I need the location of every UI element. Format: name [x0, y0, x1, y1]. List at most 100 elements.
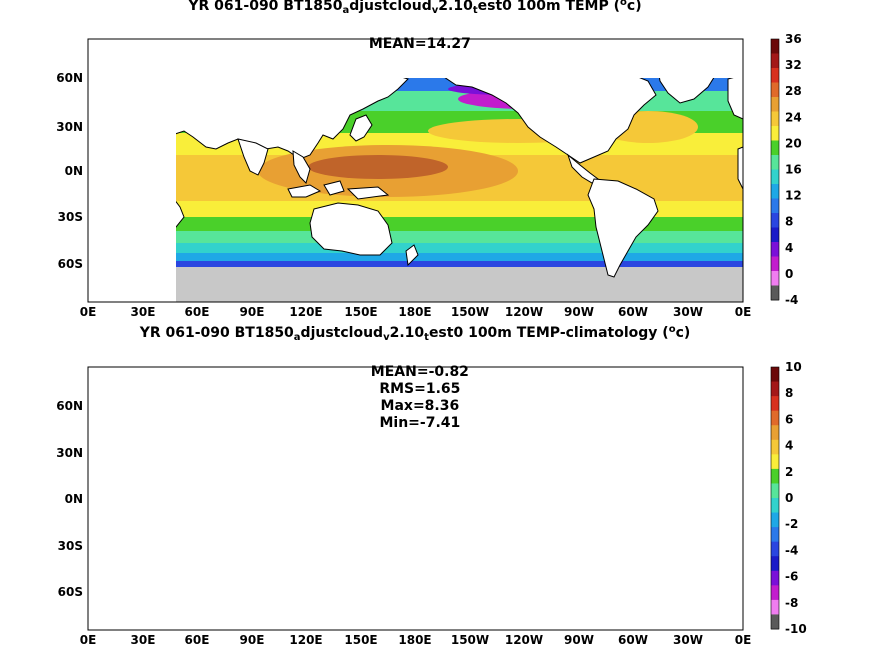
lat-label: 0N — [65, 492, 83, 506]
lat-label: 60N — [56, 71, 83, 85]
lon-label: 90E — [240, 633, 265, 647]
lon-label: 90W — [564, 305, 594, 319]
lon-label: 60W — [618, 305, 648, 319]
panel1-mean: MEAN=14.27 — [368, 36, 471, 52]
colorbar-label: 4 — [785, 439, 793, 453]
panel2-min: Min=-7.41 — [379, 415, 461, 431]
colorbar-label: -10 — [785, 622, 807, 636]
lon-label: 0E — [735, 305, 752, 319]
lon-label: 0E — [735, 633, 752, 647]
colorbar-swatch — [771, 367, 779, 383]
colorbar-swatch — [771, 126, 779, 141]
lon-label: 60W — [618, 633, 648, 647]
colorbar-swatch — [771, 585, 779, 601]
colorbar-label: 8 — [785, 215, 793, 229]
panel2-mean: MEAN=-0.82 — [370, 364, 469, 380]
panel2-max: Max=8.36 — [380, 398, 460, 414]
panel1-colorbar: 36 32 28 24 20 16 12 8 4 0 -4 — [770, 32, 802, 307]
colorbar-swatch — [771, 285, 779, 301]
lon-label: 0E — [80, 633, 97, 647]
panel2-stats: MEAN=-0.82 RMS=1.65 Max=8.36 Min=-7.41 — [0, 347, 830, 432]
lat-label: 30S — [58, 210, 83, 224]
panel2-lon-axis: 0E 30E 60E 90E 120E 150E 180E 150W 120W … — [80, 633, 752, 647]
colorbar-swatch — [771, 227, 779, 243]
colorbar-label: -8 — [785, 596, 798, 610]
lon-label: 120E — [289, 305, 322, 319]
colorbar-swatch — [771, 82, 779, 98]
panel1-stats: MEAN=14.27 — [0, 19, 830, 53]
colorbar-swatch — [771, 454, 779, 470]
colorbar-swatch — [771, 53, 779, 69]
lon-label: 120E — [289, 633, 322, 647]
colorbar-swatch — [771, 556, 779, 572]
lon-label: 90W — [564, 633, 594, 647]
lat-label: 30S — [58, 539, 83, 553]
lon-label: 150W — [451, 633, 489, 647]
colorbar-swatch — [771, 39, 779, 54]
lon-label: 30E — [131, 633, 156, 647]
colorbar-label: 8 — [785, 386, 793, 400]
colorbar-swatch — [771, 155, 779, 170]
lon-label: 30W — [673, 305, 703, 319]
colorbar-label: 10 — [785, 360, 802, 374]
lon-label: 60E — [185, 633, 210, 647]
panel2-map — [87, 366, 744, 631]
colorbar-swatch — [771, 242, 779, 257]
lon-label: 0E — [80, 305, 97, 319]
panel1-lat-axis: 60N 30N 0N 30S 60S — [56, 71, 83, 271]
panel2-title: YR 061-090 BT1850adjustcloudv2.10test0 1… — [139, 324, 691, 343]
lon-label: 150E — [344, 633, 377, 647]
lat-label: 60S — [58, 585, 83, 599]
lon-label: 60E — [185, 305, 210, 319]
colorbar-swatch — [771, 512, 779, 528]
colorbar-swatch — [771, 381, 779, 397]
colorbar-swatch — [771, 483, 779, 499]
colorbar-swatch — [771, 439, 779, 455]
colorbar-swatch — [771, 410, 779, 426]
lon-label: 150E — [344, 305, 377, 319]
colorbar-label: -4 — [785, 293, 798, 307]
colorbar-label: 28 — [785, 84, 802, 98]
land-mass — [88, 385, 743, 605]
lat-label: 0N — [65, 164, 83, 178]
colorbar-swatch — [771, 425, 779, 441]
colorbar-swatch — [771, 184, 779, 199]
colorbar-label: 6 — [785, 412, 793, 426]
colorbar-swatch — [771, 97, 779, 112]
colorbar-label: 0 — [785, 267, 793, 281]
colorbar-swatch — [771, 140, 779, 156]
lon-label: 180E — [398, 305, 431, 319]
panel2-colorbar: 10 8 6 4 2 0 -2 -4 -6 -8 -10 — [770, 360, 807, 636]
colorbar-swatch — [771, 68, 779, 83]
ocean-base — [88, 367, 743, 630]
panel1-title: YR 061-090 BT1850adjustcloudv2.10test0 1… — [188, 0, 642, 16]
lat-label: 30N — [56, 120, 83, 134]
panel2-lat-axis: 60N 30N 0N 30S 60S — [56, 399, 83, 599]
colorbar-swatch — [771, 111, 779, 127]
colorbar-label: 16 — [785, 163, 802, 177]
colorbar-swatch — [771, 271, 779, 286]
colorbar-label: 36 — [785, 32, 802, 46]
lon-label: 30W — [673, 633, 703, 647]
colorbar-swatch — [771, 198, 779, 214]
lon-label: 90E — [240, 305, 265, 319]
colorbar-swatch — [771, 169, 779, 185]
colorbar-swatch — [771, 213, 779, 228]
lon-label: 150W — [451, 305, 489, 319]
colorbar-label: 0 — [785, 491, 793, 505]
colorbar-label: -6 — [785, 570, 798, 584]
colorbar-swatch — [771, 396, 779, 412]
colorbar-swatch — [771, 599, 779, 615]
colorbar-swatch — [771, 468, 779, 484]
panel1-map — [87, 38, 744, 303]
colorbar-swatch — [771, 614, 779, 630]
panel2-rms: RMS=1.65 — [379, 381, 461, 397]
colorbar-label: -2 — [785, 517, 798, 531]
colorbar-swatch — [771, 541, 779, 557]
colorbar-label: 2 — [785, 465, 793, 479]
lat-label: 30N — [56, 446, 83, 460]
lon-label: 180E — [398, 633, 431, 647]
lat-label: 60N — [56, 399, 83, 413]
colorbar-swatch — [771, 527, 779, 543]
